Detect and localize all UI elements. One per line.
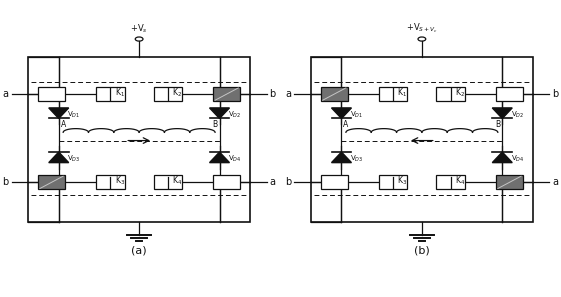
Text: V$_{D2}$: V$_{D2}$ — [511, 110, 524, 120]
Polygon shape — [49, 108, 68, 119]
Text: K$_2$: K$_2$ — [455, 86, 465, 99]
Bar — [154, 87, 182, 101]
Text: K$_1$: K$_1$ — [398, 86, 407, 99]
Bar — [496, 175, 523, 189]
Polygon shape — [49, 152, 68, 163]
Bar — [379, 175, 407, 189]
Bar — [311, 57, 533, 222]
Bar — [436, 175, 465, 189]
Polygon shape — [210, 152, 229, 163]
Text: a: a — [269, 177, 275, 187]
Text: V$_{D4}$: V$_{D4}$ — [511, 154, 524, 164]
Text: a: a — [286, 89, 292, 99]
Text: +V$_{S+V_c}$: +V$_{S+V_c}$ — [406, 21, 438, 35]
Bar — [379, 87, 407, 101]
Text: V$_{D2}$: V$_{D2}$ — [228, 110, 241, 120]
Text: K$_3$: K$_3$ — [398, 175, 408, 187]
Text: K$_4$: K$_4$ — [455, 175, 465, 187]
Bar — [28, 57, 250, 222]
Bar — [213, 87, 240, 101]
Bar — [96, 175, 125, 189]
Bar — [38, 87, 65, 101]
Text: V$_{D4}$: V$_{D4}$ — [228, 154, 241, 164]
Text: (a): (a) — [131, 246, 147, 256]
Text: A: A — [343, 120, 348, 129]
Text: V$_{D3}$: V$_{D3}$ — [67, 154, 80, 164]
Text: +V$_s$: +V$_s$ — [130, 22, 148, 35]
Polygon shape — [493, 152, 512, 163]
Polygon shape — [332, 108, 351, 119]
Bar — [213, 175, 240, 189]
Text: V$_{D1}$: V$_{D1}$ — [67, 110, 80, 120]
Bar — [321, 87, 348, 101]
Text: V$_{D3}$: V$_{D3}$ — [350, 154, 363, 164]
Bar — [154, 175, 182, 189]
Text: a: a — [3, 89, 9, 99]
Text: B: B — [495, 120, 500, 129]
Polygon shape — [210, 108, 229, 119]
Text: (b): (b) — [414, 246, 430, 256]
Text: A: A — [61, 120, 66, 129]
Text: b: b — [3, 177, 9, 187]
Text: b: b — [269, 89, 275, 99]
Text: K$_2$: K$_2$ — [172, 86, 182, 99]
Bar — [496, 87, 523, 101]
Bar — [436, 87, 465, 101]
Text: V$_{D1}$: V$_{D1}$ — [350, 110, 363, 120]
Polygon shape — [493, 108, 512, 119]
Text: B: B — [213, 120, 218, 129]
Text: K$_3$: K$_3$ — [115, 175, 125, 187]
Text: a: a — [552, 177, 558, 187]
Bar — [38, 175, 65, 189]
Bar — [321, 175, 348, 189]
Polygon shape — [332, 152, 351, 163]
Text: b: b — [552, 89, 558, 99]
Bar — [96, 87, 125, 101]
Text: K$_1$: K$_1$ — [115, 86, 125, 99]
Text: K$_4$: K$_4$ — [172, 175, 182, 187]
Text: b: b — [286, 177, 292, 187]
